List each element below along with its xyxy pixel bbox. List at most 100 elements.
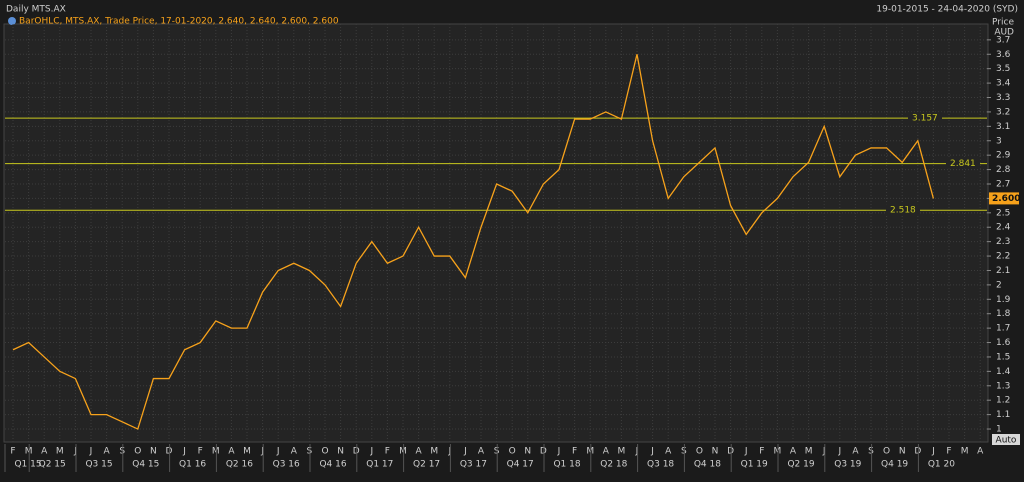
y-tick-label: 2.5 (996, 208, 1010, 218)
level-label-bg (886, 204, 920, 216)
quarter-label: Q3 18 (647, 460, 674, 470)
x-tick-label: D (727, 447, 734, 457)
x-tick-label: M (243, 447, 251, 457)
x-tick-label: J (463, 447, 467, 457)
y-tick-label: 1 (996, 425, 1002, 435)
quarter-label: Q4 15 (132, 460, 159, 470)
x-tick-label: N (337, 447, 344, 457)
quarter-label: Q1 20 (928, 460, 955, 470)
x-tick-label: O (883, 447, 890, 457)
quarter-label: Q2 18 (600, 460, 627, 470)
x-tick-label: J (822, 447, 826, 457)
x-tick-label: D (540, 447, 547, 457)
legend-entry: BarOHLC, MTS.AX, Trade Price, 17-01-2020… (19, 17, 339, 27)
level-label: 2.518 (890, 206, 916, 216)
x-tick-label: J (276, 447, 280, 457)
y-tick-label: 1.3 (996, 381, 1010, 391)
x-tick-label: A (41, 447, 48, 457)
x-tick-label: J (744, 447, 748, 457)
x-tick-label: A (665, 447, 672, 457)
x-tick-label: A (104, 447, 111, 457)
x-tick-label: M (805, 447, 813, 457)
y-tick-label: 3.4 (996, 79, 1011, 89)
x-tick-label: F (572, 447, 577, 457)
y-tick-label: 1.7 (996, 324, 1010, 334)
quarter-label: Q2 19 (787, 460, 814, 470)
x-tick-label: A (977, 447, 984, 457)
level-label-bg (908, 112, 942, 124)
x-tick-label: A (228, 447, 235, 457)
quarter-label: Q4 19 (881, 460, 908, 470)
plot-area (3, 23, 989, 443)
quarter-label: Q3 19 (834, 460, 861, 470)
x-tick-label: F (10, 447, 15, 457)
x-tick-label: A (852, 447, 859, 457)
x-tick-label: J (260, 447, 264, 457)
y-tick-label: 2.9 (996, 151, 1011, 161)
last-price-box (989, 192, 1019, 205)
x-tick-label: O (696, 447, 703, 457)
legend-icon (8, 17, 16, 25)
quarter-label: Q1 16 (179, 460, 206, 470)
quarter-label: Q1 19 (741, 460, 768, 470)
y-tick-label: 3.2 (996, 107, 1010, 117)
x-tick-label: J (557, 447, 561, 457)
y-tick-label: 2.4 (996, 223, 1011, 233)
quarter-label: Q1 18 (553, 460, 580, 470)
y-tick-label: 1.5 (996, 352, 1010, 362)
x-tick-label: J (369, 447, 373, 457)
x-tick-label: N (524, 447, 531, 457)
x-tick-label: O (321, 447, 328, 457)
x-tick-label: M (586, 447, 594, 457)
y-tick-label: 1.9 (996, 295, 1011, 305)
x-tick-label: A (790, 447, 797, 457)
y-tick-label: 3.6 (996, 50, 1011, 60)
y-tick-label: 2.7 (996, 179, 1010, 189)
y-tick-label: 3.5 (996, 64, 1010, 74)
x-tick-label: N (899, 447, 906, 457)
y-tick-label: 2 (996, 280, 1002, 290)
quarter-label: Q3 17 (460, 460, 487, 470)
x-tick-label: J (931, 447, 935, 457)
x-tick-label: M (212, 447, 220, 457)
x-tick-label: F (759, 447, 764, 457)
x-tick-label: M (774, 447, 782, 457)
quarter-label: Q4 17 (507, 460, 534, 470)
last-price-label: 2.600 (992, 194, 1020, 204)
y-tick-label: 3 (996, 136, 1002, 146)
level-label: 2.841 (950, 159, 976, 169)
quarter-label: Q4 16 (319, 460, 346, 470)
x-tick-label: M (618, 447, 626, 457)
x-tick-label: A (603, 447, 610, 457)
auto-button[interactable] (992, 434, 1020, 445)
auto-button-label[interactable]: Auto (996, 436, 1017, 446)
x-tick-label: M (56, 447, 64, 457)
x-tick-label: N (150, 447, 157, 457)
x-tick-label: A (478, 447, 485, 457)
level-label: 3.157 (912, 114, 938, 124)
x-tick-label: M (961, 447, 969, 457)
quarter-label: Q2 17 (413, 460, 440, 470)
quarter-label: Q2 15 (39, 460, 66, 470)
y-tick-label: 3.3 (996, 93, 1010, 103)
y-tick-label: 1.1 (996, 410, 1010, 420)
x-tick-label: M (399, 447, 407, 457)
quarter-label: Q4 18 (694, 460, 721, 470)
x-tick-label: F (198, 447, 203, 457)
y-tick-label: 2.2 (996, 252, 1010, 262)
x-tick-label: J (73, 447, 77, 457)
y-tick-label: 2.1 (996, 266, 1010, 276)
x-tick-label: F (946, 447, 951, 457)
x-tick-label: D (353, 447, 360, 457)
x-tick-label: D (914, 447, 921, 457)
y-tick-label: 1.8 (996, 309, 1011, 319)
quarter-label: Q1 15 (14, 460, 41, 470)
x-tick-label: J (635, 447, 639, 457)
x-tick-label: O (134, 447, 141, 457)
y-tick-label: 1.6 (996, 338, 1011, 348)
x-tick-label: J (447, 447, 451, 457)
x-tick-label: J (89, 447, 93, 457)
y-tick-label: 2.8 (996, 165, 1011, 175)
